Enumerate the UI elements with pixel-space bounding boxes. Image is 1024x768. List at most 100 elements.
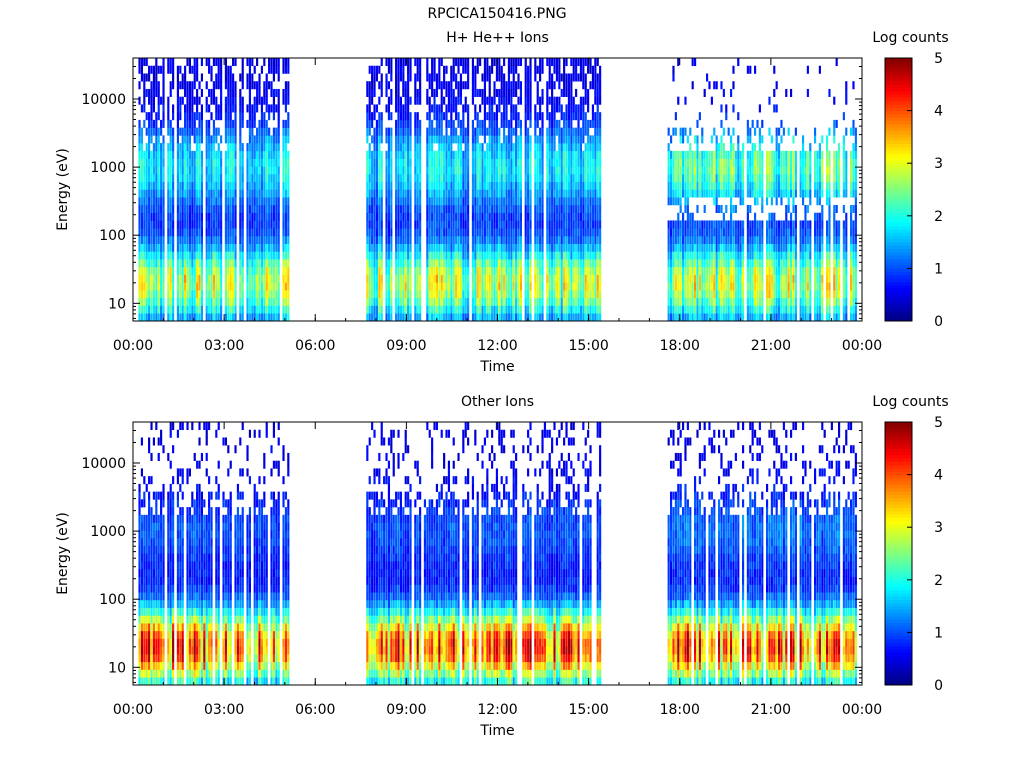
spectrogram-cell bbox=[570, 127, 573, 136]
spectrogram-cell bbox=[277, 259, 280, 268]
spectrogram-cell bbox=[188, 212, 191, 221]
spectrogram-cell bbox=[679, 166, 682, 175]
spectrogram-cell bbox=[682, 189, 685, 198]
spectrogram-cell bbox=[399, 243, 403, 252]
spectrogram-cell bbox=[390, 88, 393, 97]
spectrogram-cell bbox=[503, 73, 506, 82]
spectrogram-cell bbox=[172, 290, 175, 299]
spectrogram-cell bbox=[529, 174, 532, 183]
spectrogram-cell bbox=[232, 174, 235, 183]
spectrogram-cell bbox=[455, 297, 458, 306]
spectrogram-cell bbox=[527, 143, 530, 152]
spectrogram-cell bbox=[591, 282, 595, 291]
spectrogram-cell bbox=[275, 274, 278, 283]
spectrogram-cell bbox=[495, 174, 499, 183]
spectrogram-cell bbox=[371, 166, 374, 175]
spectrogram-cell bbox=[672, 174, 675, 183]
spectrogram-cell bbox=[584, 228, 587, 237]
spectrogram-cell bbox=[689, 251, 692, 260]
spectrogram-cell bbox=[570, 104, 573, 113]
spectrogram-cell bbox=[150, 166, 153, 175]
spectrogram-cell bbox=[488, 65, 491, 74]
spectrogram-cell bbox=[428, 305, 431, 314]
spectrogram-cell bbox=[587, 104, 590, 113]
spectrogram-cell bbox=[368, 143, 371, 152]
spectrogram-cell bbox=[239, 166, 242, 175]
spectrogram-cell bbox=[390, 174, 393, 183]
spectrogram-cell bbox=[503, 135, 506, 144]
spectrogram-cell bbox=[431, 251, 434, 260]
spectrogram-cell bbox=[251, 197, 254, 206]
spectrogram-cell bbox=[205, 127, 208, 136]
spectrogram-cell bbox=[387, 266, 391, 275]
spectrogram-cell bbox=[539, 297, 542, 306]
spectrogram-cell bbox=[150, 65, 153, 74]
spectrogram-cell bbox=[229, 197, 232, 206]
spectrogram-cell bbox=[419, 166, 422, 175]
spectrogram-cell bbox=[148, 305, 151, 314]
spectrogram-cell bbox=[215, 204, 218, 214]
spectrogram-cell bbox=[179, 251, 182, 260]
spectrogram-cell bbox=[287, 235, 290, 244]
spectrogram-cell bbox=[186, 220, 189, 229]
spectrogram-cell bbox=[270, 313, 273, 322]
spectrogram-cell bbox=[399, 305, 403, 314]
spectrogram-cell bbox=[452, 58, 455, 67]
spectrogram-cell bbox=[239, 143, 242, 152]
spectrogram-cell bbox=[399, 73, 403, 82]
spectrogram-cell bbox=[253, 181, 256, 190]
spectrogram-cell bbox=[500, 212, 503, 221]
spectrogram-cell bbox=[212, 158, 215, 167]
spectrogram-cell bbox=[229, 127, 232, 136]
spectrogram-cell bbox=[479, 290, 482, 299]
spectrogram-cell bbox=[399, 274, 403, 283]
spectrogram-cell bbox=[268, 65, 271, 74]
spectrogram-cell bbox=[684, 197, 687, 206]
spectrogram-cell bbox=[582, 150, 585, 159]
spectrogram-cell bbox=[155, 228, 158, 237]
spectrogram-cell bbox=[256, 274, 259, 283]
spectrogram-cell bbox=[527, 243, 530, 252]
spectrogram-cell bbox=[587, 266, 590, 275]
spectrogram-cell bbox=[193, 150, 196, 159]
spectrogram-cell bbox=[524, 266, 527, 275]
spectrogram-cell bbox=[579, 305, 583, 314]
spectrogram-cell bbox=[229, 212, 232, 221]
spectrogram-cell bbox=[467, 266, 470, 275]
spectrogram-cell bbox=[555, 181, 559, 190]
spectrogram-cell bbox=[572, 189, 575, 198]
spectrogram-cell bbox=[670, 197, 673, 206]
spectrogram-cell bbox=[138, 305, 141, 314]
spectrogram-cell bbox=[227, 282, 230, 291]
spectrogram-cell bbox=[234, 243, 237, 252]
spectrogram-cell bbox=[505, 204, 508, 214]
spectrogram-cell bbox=[713, 274, 716, 283]
spectrogram-cell bbox=[589, 174, 592, 183]
spectrogram-cell bbox=[241, 65, 244, 74]
spectrogram-cell bbox=[455, 104, 458, 113]
spectrogram-cell bbox=[248, 290, 251, 299]
spectrogram-cell bbox=[167, 143, 170, 152]
spectrogram-cell bbox=[467, 158, 470, 167]
spectrogram-cell bbox=[577, 73, 580, 82]
spectrogram-cell bbox=[577, 212, 580, 221]
spectrogram-cell bbox=[270, 174, 273, 183]
spectrogram-cell bbox=[390, 135, 393, 144]
spectrogram-cell bbox=[471, 266, 475, 275]
spectrogram-cell bbox=[435, 228, 439, 237]
spectrogram-cell bbox=[284, 251, 287, 260]
spectrogram-cell bbox=[447, 204, 451, 214]
spectrogram-cell bbox=[488, 189, 491, 198]
spectrogram-cell bbox=[277, 235, 280, 244]
spectrogram-cell bbox=[438, 243, 441, 252]
spectrogram-cell bbox=[402, 143, 405, 152]
spectrogram-cell bbox=[584, 266, 587, 275]
spectrogram-cell bbox=[253, 112, 256, 121]
spectrogram-cell bbox=[205, 181, 208, 190]
spectrogram-cell bbox=[570, 259, 573, 268]
spectrogram-cell bbox=[587, 143, 590, 152]
spectrogram-cell bbox=[227, 266, 230, 275]
spectrogram-cell bbox=[162, 251, 165, 260]
spectrogram-cell bbox=[447, 251, 451, 260]
spectrogram-cell bbox=[488, 143, 491, 152]
